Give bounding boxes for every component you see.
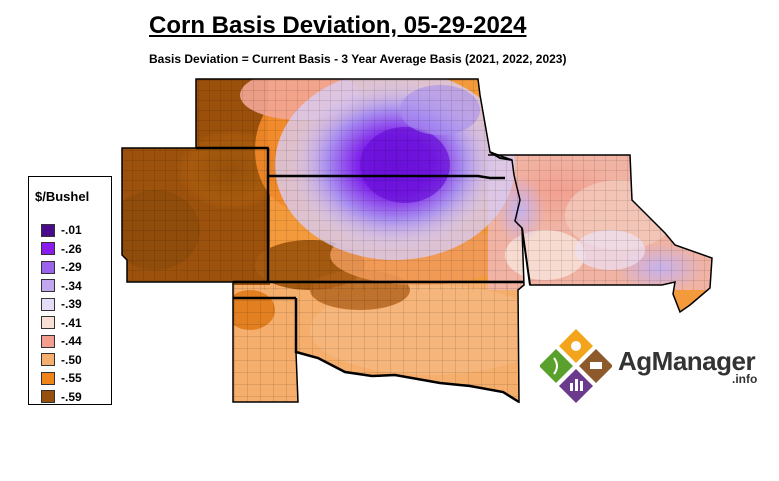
logo-suffix: .info <box>732 372 758 386</box>
agmanager-logo: AgManager .info <box>539 328 770 404</box>
legend-label: -.26 <box>61 241 82 256</box>
legend-label: -.55 <box>61 371 82 386</box>
legend-swatch <box>41 260 55 274</box>
legend-item: -.39 <box>41 295 82 314</box>
map-legend: $/Bushel -.01 -.26 -.29 -.34 -.39 -.41 -.44 -.5… <box>28 176 112 405</box>
legend-item: -.34 <box>41 277 82 296</box>
legend-swatch <box>41 297 55 311</box>
legend-item: -.55 <box>41 369 82 388</box>
legend-swatch <box>41 242 55 256</box>
legend-label: -.50 <box>61 352 82 367</box>
legend-swatch <box>41 371 55 385</box>
legend-swatch <box>41 279 55 293</box>
map-title: Corn Basis Deviation, 05-29-2024 <box>149 12 527 39</box>
legend-label: -.01 <box>61 223 82 238</box>
legend-item: -.26 <box>41 240 82 259</box>
map-subtitle: Basis Deviation = Current Basis - 3 Year… <box>149 52 567 66</box>
legend-swatch <box>41 353 55 367</box>
legend-title: $/Bushel <box>35 189 90 204</box>
legend-swatch <box>41 390 55 404</box>
legend-item: -.01 <box>41 221 82 240</box>
legend-item: -.50 <box>41 351 82 370</box>
legend-swatch <box>41 316 55 330</box>
legend-items: -.01 -.26 -.29 -.34 -.39 -.41 -.44 -.50 -.55 -.59 <box>41 221 82 406</box>
legend-item: -.41 <box>41 314 82 333</box>
legend-label: -.39 <box>61 297 82 312</box>
legend-item: -.29 <box>41 258 82 277</box>
legend-label: -.41 <box>61 315 82 330</box>
legend-item: -.44 <box>41 332 82 351</box>
legend-label: -.29 <box>61 260 82 275</box>
legend-swatch <box>41 223 55 237</box>
legend-label: -.59 <box>61 389 82 404</box>
logo-text: AgManager <box>618 346 756 376</box>
legend-label: -.34 <box>61 278 82 293</box>
legend-label: -.44 <box>61 334 82 349</box>
agmanager-diamond-icon <box>539 329 613 403</box>
legend-item: -.59 <box>41 388 82 407</box>
legend-swatch <box>41 334 55 348</box>
